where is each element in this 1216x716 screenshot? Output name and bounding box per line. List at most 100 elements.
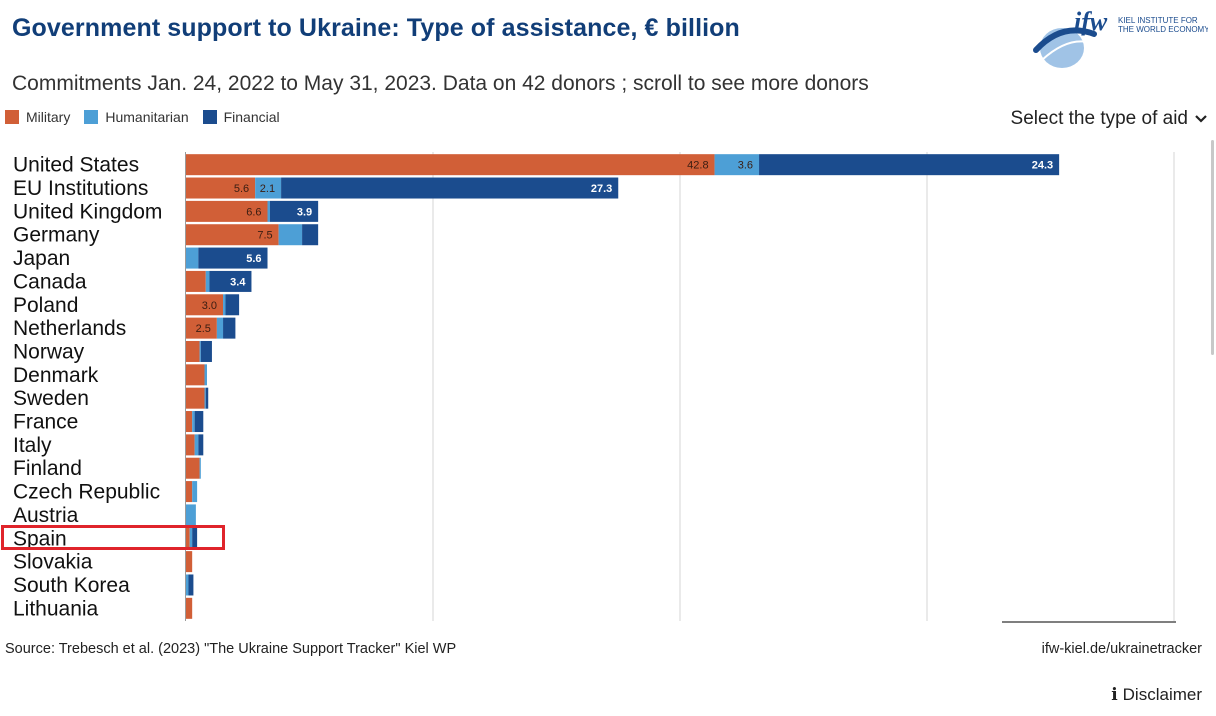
country-label-france: France — [13, 411, 78, 434]
bar-military-poland — [186, 294, 224, 316]
bar-financial-spain — [192, 527, 198, 549]
bar-financial-poland — [225, 294, 240, 316]
data-label-humanitarian-eu-institutions: 2.1 — [260, 183, 275, 195]
bar-humanitarian-austria — [186, 504, 196, 526]
data-label-humanitarian-united-states: 3.6 — [738, 160, 753, 172]
country-label-sweden: Sweden — [13, 387, 89, 410]
bar-humanitarian-denmark — [204, 364, 207, 386]
info-icon: i — [1111, 685, 1118, 705]
bar-military-norway — [186, 340, 200, 362]
bar-financial-norway — [200, 340, 212, 362]
legend-item-financial[interactable]: Financial — [202, 109, 280, 125]
country-label-south-korea: South Korea — [13, 574, 130, 597]
country-label-slovakia: Slovakia — [13, 551, 93, 574]
country-label-czech-republic: Czech Republic — [13, 481, 160, 504]
bar-humanitarian-sweden — [204, 387, 206, 409]
legend-swatch-military — [5, 110, 19, 124]
bar-military-slovakia — [186, 551, 193, 573]
bar-financial-sweden — [205, 387, 209, 409]
disclaimer-button[interactable]: i Disclaimer — [1111, 685, 1202, 705]
data-label-military-united-states: 42.8 — [687, 160, 708, 172]
bar-humanitarian-canada — [205, 270, 210, 292]
country-label-united-kingdom: United Kingdom — [13, 200, 162, 223]
bar-military-france — [186, 411, 193, 433]
country-label-canada: Canada — [13, 270, 87, 293]
bar-humanitarian-germany — [278, 224, 303, 246]
bar-military-czech-republic — [186, 481, 193, 503]
legend-label-humanitarian: Humanitarian — [105, 109, 189, 125]
legend-label-financial: Financial — [223, 109, 280, 125]
country-label-austria: Austria — [13, 504, 79, 527]
bar-financial-japan — [198, 247, 268, 269]
legend-swatch-financial — [202, 110, 217, 124]
country-label-denmark: Denmark — [13, 364, 99, 387]
country-label-spain: Spain — [13, 527, 67, 550]
bar-humanitarian-poland — [223, 294, 226, 316]
aid-type-dropdown[interactable]: Select the type of aid — [1011, 108, 1208, 130]
bar-humanitarian-finland — [199, 457, 201, 479]
disclaimer-label: Disclaimer — [1122, 685, 1202, 704]
chart-scrollbar[interactable] — [1211, 140, 1214, 355]
country-label-netherlands: Netherlands — [13, 317, 126, 340]
bar-humanitarian-czech-republic — [192, 481, 198, 503]
bar-financial-germany — [302, 224, 319, 246]
country-label-germany: Germany — [13, 224, 100, 247]
bar-financial-united-states — [759, 154, 1060, 176]
bar-humanitarian-eu-institutions — [255, 177, 282, 199]
chart-subtitle: Commitments Jan. 24, 2022 to May 31, 202… — [12, 72, 869, 95]
data-label-military-germany: 7.5 — [257, 230, 272, 242]
tracker-link[interactable]: ifw-kiel.de/ukrainetracker — [1041, 641, 1202, 657]
chart-title: Government support to Ukraine: Type of a… — [12, 14, 740, 42]
legend-item-humanitarian[interactable]: Humanitarian — [84, 109, 189, 125]
country-label-lithuania: Lithuania — [13, 597, 99, 620]
data-label-military-united-kingdom: 6.6 — [246, 206, 261, 218]
logo-line-2: THE WORLD ECONOMY — [1118, 25, 1208, 34]
bar-financial-netherlands — [223, 317, 236, 339]
bar-chart: United States 42.8 3.6 24.3 EU Institutions 5… — [13, 152, 1176, 623]
country-label-norway: Norway — [13, 340, 85, 363]
country-label-italy: Italy — [13, 434, 52, 457]
bar-humanitarian-south-korea — [186, 574, 189, 596]
data-label-military-poland: 3.0 — [202, 300, 217, 312]
bar-military-finland — [186, 457, 200, 479]
bar-military-lithuania — [186, 597, 193, 619]
bar-humanitarian-united-kingdom — [267, 200, 270, 222]
bar-military-canada — [186, 270, 206, 292]
bar-financial-italy — [198, 434, 204, 456]
country-label-finland: Finland — [13, 457, 82, 480]
logo-brand: ifw — [1074, 8, 1108, 36]
bar-humanitarian-japan — [186, 247, 199, 269]
country-label-eu-institutions: EU Institutions — [13, 177, 148, 200]
bar-military-spain — [186, 527, 190, 549]
bar-humanitarian-spain — [189, 527, 193, 549]
bar-military-eu-institutions — [186, 177, 256, 199]
chevron-down-icon — [1195, 115, 1207, 123]
bar-financial-eu-institutions — [281, 177, 619, 199]
ifw-logo[interactable]: ifw KIEL INSTITUTE FOR THE WORLD ECONOMY — [1032, 8, 1208, 72]
bar-military-germany — [186, 224, 279, 246]
data-label-financial-eu-institutions: 27.3 — [591, 183, 612, 195]
legend-swatch-humanitarian — [84, 110, 99, 124]
source-note: Source: Trebesch et al. (2023) "The Ukra… — [5, 641, 457, 657]
data-label-financial-united-states: 24.3 — [1032, 160, 1053, 172]
data-label-financial-united-kingdom: 3.9 — [297, 206, 312, 218]
data-label-military-netherlands: 2.5 — [196, 323, 211, 335]
country-label-japan: Japan — [13, 247, 70, 270]
bar-military-sweden — [186, 387, 205, 409]
bar-humanitarian-france — [192, 411, 195, 433]
bar-financial-canada — [209, 270, 252, 292]
data-label-financial-canada: 3.4 — [230, 276, 246, 288]
legend-item-military[interactable]: Military — [5, 109, 70, 125]
data-label-military-eu-institutions: 5.6 — [234, 183, 249, 195]
legend-label-military: Military — [26, 109, 71, 125]
bar-humanitarian-united-states — [714, 154, 760, 176]
bar-humanitarian-netherlands — [216, 317, 224, 339]
bar-financial-south-korea — [188, 574, 194, 596]
bar-military-united-states — [186, 154, 715, 176]
country-label-poland: Poland — [13, 294, 78, 317]
bar-humanitarian-italy — [194, 434, 199, 456]
country-label-united-states: United States — [13, 154, 139, 177]
bar-financial-france — [194, 411, 204, 433]
aid-type-dropdown-label: Select the type of aid — [1010, 108, 1188, 129]
bar-military-denmark — [186, 364, 205, 386]
